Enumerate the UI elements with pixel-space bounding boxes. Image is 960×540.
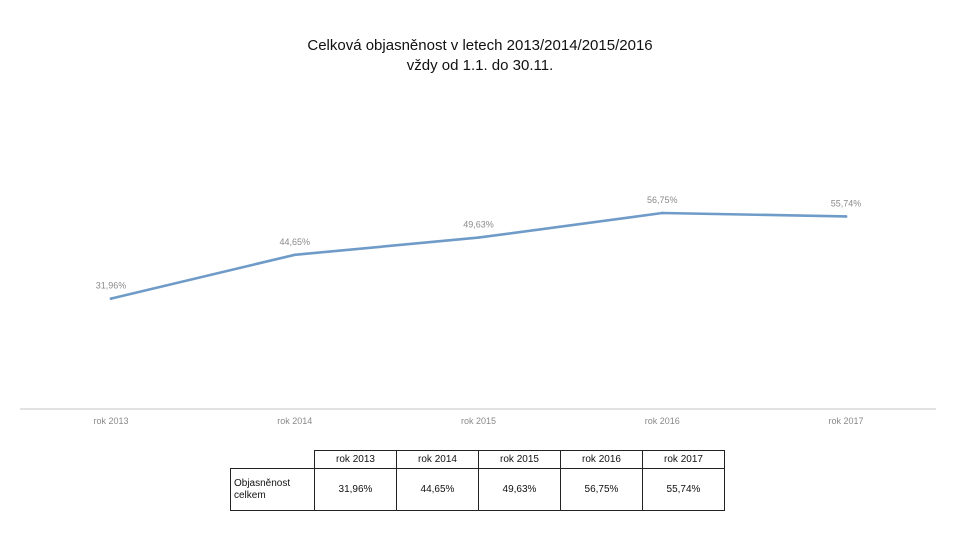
chart-title: Celková objasněnost v letech 2013/2014/2… (307, 37, 653, 54)
x-tick-label: rok 2013 (93, 416, 128, 426)
table-column-header: rok 2016 (560, 450, 643, 469)
data-point (109, 297, 113, 300)
data-label: 55,74% (831, 198, 862, 208)
x-tick-label: rok 2015 (461, 416, 496, 426)
data-point (293, 253, 297, 257)
table-header-row: rok 2013 rok 2014 rok 2015 rok 2016 rok … (230, 450, 725, 469)
table-column-header: rok 2014 (396, 450, 479, 469)
table-column-header: rok 2013 (314, 450, 397, 469)
chart-title-block: Celková objasněnost v letech 2013/2014/2… (180, 36, 780, 76)
data-label: 44,65% (279, 237, 310, 247)
table-column-header: rok 2017 (642, 450, 725, 469)
table-cell: 31,96% (314, 468, 397, 511)
table-row: Objasněnost celkem 31,96% 44,65% 49,63% … (230, 468, 725, 511)
x-tick-label: rok 2017 (828, 416, 863, 426)
table-row-header: Objasněnost celkem (230, 468, 315, 511)
table-cell: 56,75% (560, 468, 643, 511)
x-tick-label: rok 2014 (277, 416, 312, 426)
data-table: rok 2013 rok 2014 rok 2015 rok 2016 rok … (230, 450, 725, 511)
data-point (477, 236, 480, 239)
table-corner-cell (230, 450, 315, 469)
data-label: 49,63% (463, 220, 494, 230)
data-point (660, 211, 664, 215)
data-label: 31,96% (96, 281, 127, 291)
x-tick-label: rok 2016 (645, 416, 680, 426)
table-cell: 55,74% (642, 468, 725, 511)
chart-subtitle: vždy od 1.1. do 30.11. (406, 57, 554, 74)
table-cell: 44,65% (396, 468, 479, 511)
table-cell: 49,63% (478, 468, 561, 511)
data-label: 56,75% (647, 195, 678, 205)
data-point (844, 215, 848, 218)
table-column-header: rok 2015 (478, 450, 561, 469)
